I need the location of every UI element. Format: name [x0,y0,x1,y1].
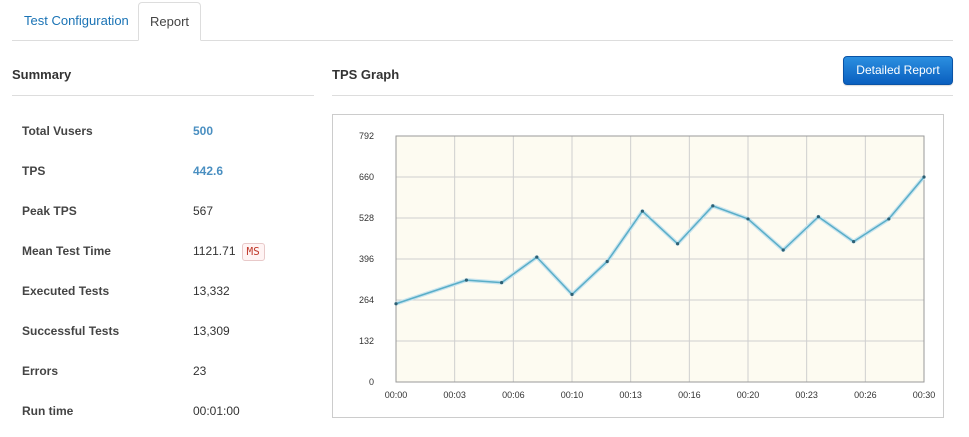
data-point [816,215,820,219]
summary-label: Run time [22,404,74,418]
summary-value: 13,332 [193,284,230,298]
summary-row-tps: TPS 442.6 [22,161,312,181]
data-point [711,204,715,208]
summary-row-successful-tests: Successful Tests 13,309 [22,321,312,341]
summary-row-executed-tests: Executed Tests 13,332 [22,281,312,301]
tps-graph-title: TPS Graph [332,67,400,82]
summary-label: Successful Tests [22,324,120,338]
summary-label: Executed Tests [22,284,110,298]
summary-label: Errors [22,364,59,378]
y-tick-label: 264 [359,295,374,305]
x-tick-label: 00:30 [913,390,936,400]
detailed-report-button[interactable]: Detailed Report [843,56,953,85]
data-point [394,302,398,306]
summary-value-wrap: 1121.71 MS [193,241,265,261]
y-tick-label: 660 [359,172,374,182]
y-tick-label: 396 [359,254,374,264]
x-tick-label: 00:16 [678,390,701,400]
summary-label: Total Vusers [22,124,93,138]
summary-value: 13,309 [193,324,230,338]
data-point [676,242,680,246]
summary-row-total-vusers: Total Vusers 500 [22,121,312,141]
summary-divider [12,95,314,96]
x-tick-label: 00:06 [502,390,525,400]
x-tick-label: 00:00 [385,390,408,400]
tab-bar: Test Configuration Report [12,0,953,41]
data-point [922,175,926,179]
total-vusers-link[interactable]: 500 [193,124,214,138]
summary-row-peak-tps: Peak TPS 567 [22,201,312,221]
summary-label: Mean Test Time [22,244,111,258]
x-tick-label: 00:23 [795,390,818,400]
data-point [605,259,609,264]
plot-border [395,135,925,383]
summary-row-run-time: Run time 00:01:00 [22,401,312,421]
y-tick-label: 0 [369,377,374,387]
unit-badge: MS [241,242,265,261]
summary-value: 567 [193,204,214,218]
summary-row-mean-test-time: Mean Test Time 1121.71 MS [22,241,312,261]
data-point [500,281,504,285]
x-tick-label: 00:20 [737,390,760,400]
tab-test-configuration[interactable]: Test Configuration [24,13,129,28]
y-tick-label: 132 [359,336,374,346]
summary-label: Peak TPS [22,204,77,218]
y-tick-label: 528 [359,213,374,223]
summary-title: Summary [12,67,72,82]
tps-divider [332,95,953,96]
data-point [535,255,539,259]
data-point [464,278,468,282]
data-point [640,209,644,213]
data-point [746,217,750,221]
summary-label: TPS [22,164,46,178]
data-point [852,240,856,244]
data-point [887,217,891,221]
summary-value: 1121.71 [193,244,236,258]
x-tick-label: 00:26 [854,390,877,400]
summary-row-errors: Errors 23 [22,361,312,381]
data-point [570,292,574,297]
data-point [781,248,785,252]
x-tick-label: 00:13 [619,390,642,400]
tps-chart: 0 132 264 396 528 660 792 00:00 00:03 00:06 00:10 0… [332,114,944,418]
tps-chart-svg: 0 132 264 396 528 660 792 00:00 00:03 00:06 00:10 0… [359,131,936,400]
summary-value: 23 [193,364,207,378]
x-tick-label: 00:10 [561,390,584,400]
tab-report[interactable]: Report [138,2,201,41]
tps-link[interactable]: 442.6 [193,164,224,178]
x-tick-label: 00:03 [443,390,466,400]
y-tick-label: 792 [359,131,374,141]
summary-value: 00:01:00 [193,404,240,418]
